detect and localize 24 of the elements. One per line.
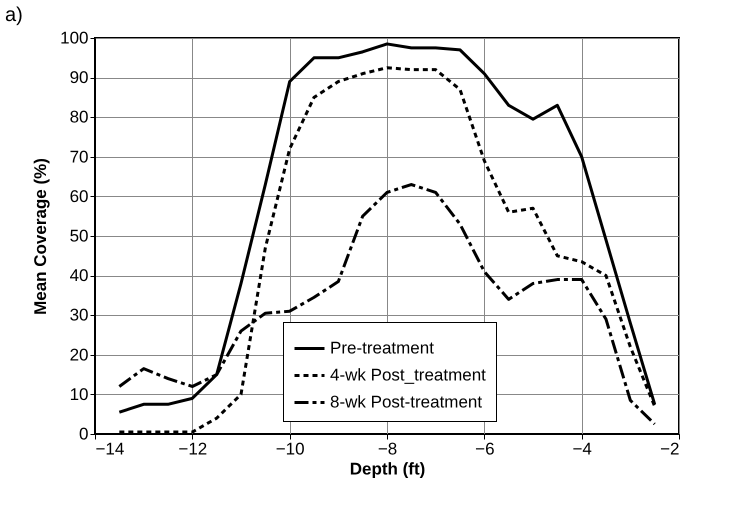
legend-label: 8-wk Post-treatment <box>330 392 482 412</box>
x-tick-label: −8 <box>378 440 398 458</box>
y-axis-title: Mean Coverage (%) <box>31 158 50 315</box>
y-tick-label: 80 <box>70 108 88 127</box>
x-tick-label: −4 <box>572 440 592 458</box>
y-tick-label: 50 <box>70 226 88 246</box>
y-tick-label: 40 <box>70 266 88 286</box>
x-tick-label: −6 <box>475 440 495 458</box>
legend-label: Pre-treatment <box>330 338 434 358</box>
legend-label: 4-wk Post_treatment <box>330 366 486 384</box>
x-tick-label: −2 <box>660 440 680 458</box>
y-tick-label: 90 <box>70 68 88 88</box>
chart-title: a) <box>5 4 23 26</box>
y-tick-label: 20 <box>70 345 88 364</box>
y-tick-label: 30 <box>70 306 88 325</box>
y-tick-label: 10 <box>70 384 88 404</box>
x-axis-title: Depth (ft) <box>350 460 426 478</box>
y-tick-label: 0 <box>79 424 88 444</box>
y-tick-label: 60 <box>70 186 88 206</box>
x-tick-label: −14 <box>96 440 124 458</box>
y-tick-label: 70 <box>70 147 88 166</box>
y-tick-label: 100 <box>60 28 88 48</box>
x-tick-label: −10 <box>276 440 305 458</box>
x-tick-label: −12 <box>178 440 208 458</box>
